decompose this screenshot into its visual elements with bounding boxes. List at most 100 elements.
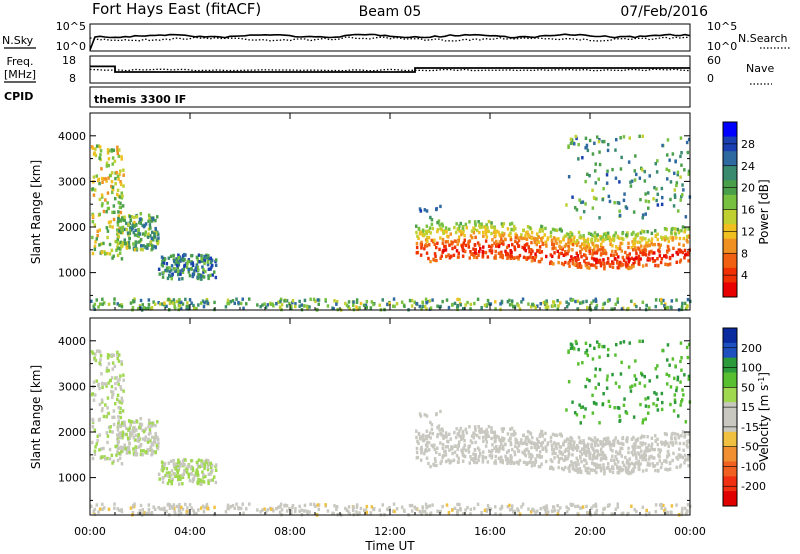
velocity-cell (639, 462, 642, 466)
velocity-cell (485, 440, 489, 444)
power-cell (148, 223, 152, 227)
power-cell (94, 240, 97, 244)
velocity-cell (117, 382, 120, 386)
velocity-cell (596, 340, 599, 344)
velocity-cell (588, 456, 592, 461)
velocity-cell (131, 430, 135, 434)
velocity-cell (605, 386, 609, 390)
power-cell (669, 197, 672, 202)
velocity-cell (408, 503, 412, 508)
power-cell (496, 242, 499, 246)
power-cell (191, 274, 194, 279)
power-cell (227, 301, 231, 306)
velocity-cell (660, 502, 663, 507)
velocity-cell (606, 504, 610, 508)
power-cell (147, 298, 151, 302)
power-cell (487, 244, 491, 248)
power-cell (573, 263, 576, 267)
power-cell (638, 240, 642, 244)
power-cell (104, 177, 108, 181)
velocity-cell (400, 505, 404, 509)
power-cell (116, 237, 119, 241)
power-cell (457, 239, 460, 243)
velocity-cell (666, 343, 670, 347)
power-cell (687, 172, 690, 176)
velocity-cell (643, 453, 647, 457)
power-cell (118, 205, 122, 210)
power-cell (611, 265, 615, 269)
velocity-cell (104, 403, 107, 407)
velocity-cell (637, 459, 641, 463)
velocity-cell (101, 385, 104, 389)
velocity-cell (420, 451, 423, 455)
power-cell (415, 301, 418, 306)
power-cell (178, 269, 182, 273)
power-cell (95, 174, 98, 178)
power-cell (616, 261, 619, 265)
velocity-cell (611, 512, 615, 516)
power-cell (263, 302, 266, 306)
velocity-cell (444, 445, 448, 449)
power-cell (298, 299, 301, 304)
velocity-cell (550, 443, 554, 447)
power-colorbar-cell (723, 122, 737, 138)
velocity-cell (670, 510, 673, 515)
velocity-cell (594, 441, 598, 445)
velocity-cell (136, 512, 140, 516)
velocity-cell (206, 467, 210, 472)
power-cell (139, 247, 143, 252)
velocity-cell (517, 443, 521, 448)
velocity-cell (555, 433, 559, 438)
power-cell (667, 245, 670, 249)
velocity-cell (585, 350, 588, 355)
power-cell (639, 236, 642, 240)
velocity-cell (543, 507, 547, 511)
power-cell (504, 253, 508, 257)
power-cell (127, 233, 130, 237)
velocity-cell (601, 402, 604, 407)
power-cell (133, 215, 136, 219)
power-cell (455, 222, 458, 226)
velocity-cell (622, 340, 626, 344)
velocity-cell (675, 388, 678, 393)
power-cell (291, 299, 295, 303)
power-cell (687, 227, 690, 231)
velocity-cell (578, 403, 581, 407)
velocity-cell (544, 510, 548, 514)
velocity-cell (660, 462, 664, 466)
power-cell (617, 255, 620, 259)
power-cell (655, 187, 658, 191)
velocity-cell (538, 434, 541, 439)
velocity-cell (123, 420, 126, 424)
velocity-cell (673, 400, 677, 404)
power-cell (596, 248, 599, 252)
velocity-cell (666, 382, 669, 386)
velocity-cell (438, 428, 441, 432)
velocity-cell (585, 453, 588, 458)
power-cell (172, 298, 176, 302)
power-cell (116, 253, 120, 258)
velocity-cell (559, 506, 562, 510)
power-cell (679, 154, 682, 159)
nsearch-label: N.Search (738, 32, 788, 45)
power-cell (578, 235, 581, 240)
velocity-cell (643, 450, 646, 454)
velocity-cell (464, 508, 467, 512)
power-cell (680, 194, 683, 199)
power-cell (213, 270, 216, 274)
power-cell (158, 272, 161, 276)
power-cell (510, 227, 513, 232)
power-cell (538, 249, 541, 253)
velocity-cell (364, 508, 368, 512)
velocity-cell (186, 465, 189, 469)
velocity-cell (513, 452, 517, 457)
power-cell (91, 220, 95, 224)
power-cell (592, 195, 596, 200)
velocity-cell (537, 440, 540, 444)
velocity-cell (135, 452, 139, 456)
velocity-cell (154, 450, 157, 455)
power-cell (564, 243, 568, 247)
power-cell (144, 307, 148, 311)
velocity-cell (131, 432, 134, 436)
power-cell (154, 226, 157, 231)
